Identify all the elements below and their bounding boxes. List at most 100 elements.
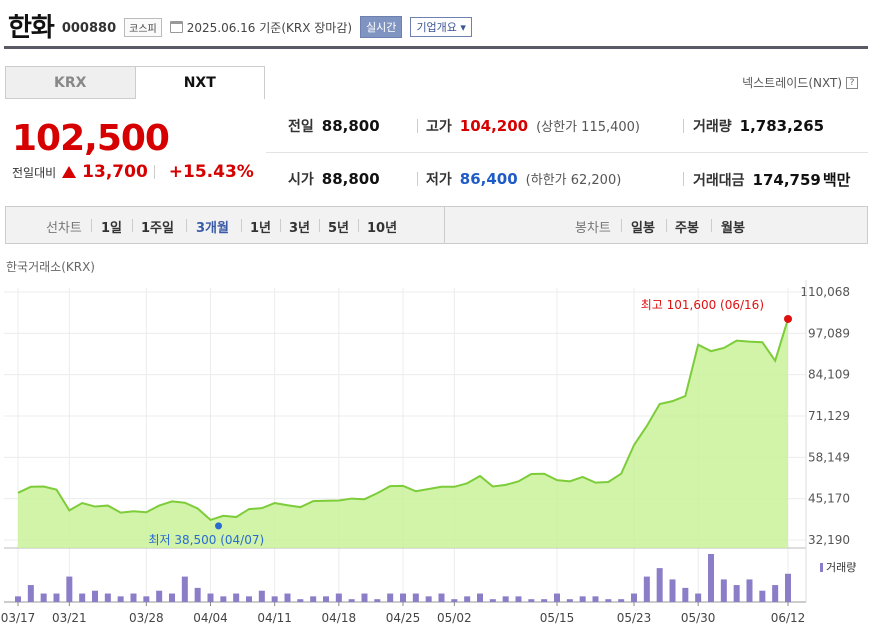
volume-bar <box>92 590 98 602</box>
volume-bar <box>669 579 676 602</box>
volume-bar <box>104 593 111 602</box>
current-price: 102,500 <box>12 118 170 159</box>
candle-daily[interactable]: 일봉 <box>631 221 655 236</box>
nxt-link[interactable]: 넥스트레이드(NXT) ? <box>742 74 858 91</box>
candle-monthly[interactable]: 월봉 <box>721 221 745 236</box>
tab-nxt[interactable]: NXT <box>135 66 265 99</box>
period-3y[interactable]: 3년 <box>289 221 311 236</box>
stat-low: 저가 86,400 (하한가 62,200) <box>426 169 621 189</box>
volume-bar <box>438 593 445 602</box>
volume-bar <box>554 593 560 602</box>
y-tick-label: 45,170 <box>808 492 850 506</box>
divider <box>444 207 445 243</box>
company-overview-button[interactable]: 기업개요 ▾ <box>410 17 472 37</box>
period-5y[interactable]: 5년 <box>328 221 350 236</box>
stat-value: 88,800 <box>321 170 380 188</box>
candle-weekly[interactable]: 주봉 <box>675 221 699 236</box>
stat-unit: 백만 <box>822 171 851 189</box>
price-chart: 110,068 97,089 84,109 71,129 58,149 45,170 32,… <box>1 280 856 625</box>
volume-bar <box>207 593 214 602</box>
volume-bar <box>156 590 163 602</box>
volume-bar <box>400 593 406 602</box>
date-text: 2025.06.16 기준(KRX 장마감) <box>186 20 353 35</box>
volume-bar <box>169 593 175 602</box>
volume-bar <box>695 593 702 602</box>
divider <box>280 219 281 232</box>
stat-volume: 거래량 1,783,265 <box>693 116 824 136</box>
volume-bar <box>515 596 522 602</box>
period-bar: 선차트 1일 1주일 3개월 1년 3년 5년 10년 봉차트 일봉 주봉 월봉 <box>5 206 868 244</box>
volume-bar <box>477 593 483 602</box>
volume-bar <box>40 593 47 602</box>
volume-bar <box>233 593 240 602</box>
volume-bar <box>130 593 137 602</box>
volume-bar <box>631 593 637 602</box>
divider <box>711 219 712 232</box>
divider <box>186 219 187 232</box>
volume-bar <box>451 599 458 602</box>
candle-chart-label: 봉차트 <box>575 221 611 236</box>
volume-bar <box>361 593 368 602</box>
low-label: 최저 38,500 (04/07) <box>149 533 265 547</box>
stock-name: 한화 <box>8 12 55 43</box>
divider <box>91 219 92 232</box>
volume-bar <box>746 579 753 602</box>
x-tick-label: 04/18 <box>322 611 357 625</box>
change-value: 13,700 <box>82 162 148 182</box>
stat-prev-close: 전일 88,800 <box>288 116 380 136</box>
calendar-icon <box>169 21 183 33</box>
volume-bar <box>258 590 265 602</box>
stock-code: 000880 <box>61 20 117 36</box>
volume-legend-label: 거래량 <box>826 561 856 574</box>
volume-bar <box>348 599 355 602</box>
period-1d[interactable]: 1일 <box>101 221 123 236</box>
volume-bar <box>489 599 496 602</box>
volume-bar <box>733 585 740 602</box>
divider <box>683 172 684 186</box>
divider <box>417 119 418 133</box>
divider <box>132 219 133 232</box>
low-marker <box>215 522 222 530</box>
stat-value: 1,783,265 <box>739 117 825 135</box>
volume-bar <box>772 585 779 602</box>
volume-bar <box>181 576 188 602</box>
volume-bar <box>785 573 791 602</box>
volume-bar <box>220 596 227 602</box>
volume-bar <box>335 593 342 602</box>
stat-label: 전일 <box>288 119 314 135</box>
volume-legend-swatch <box>820 563 823 572</box>
period-10y[interactable]: 10년 <box>367 221 398 236</box>
volume-bar <box>579 596 586 602</box>
divider <box>621 219 622 232</box>
realtime-button[interactable]: 실시간 <box>360 16 403 38</box>
stat-label: 거래대금 <box>693 173 745 189</box>
exchange-tabs: KRX NXT <box>5 66 265 99</box>
divider <box>417 172 418 186</box>
help-icon[interactable]: ? <box>846 76 858 89</box>
period-1y[interactable]: 1년 <box>250 221 272 236</box>
price-area <box>18 318 788 548</box>
y-tick-label: 71,129 <box>808 409 850 423</box>
tab-krx[interactable]: KRX <box>5 66 136 99</box>
high-label: 최고 101,600 (06/16) <box>641 298 764 312</box>
stock-header: 한화 000880 코스피 2025.06.16 기준(KRX 장마감) 실시간… <box>8 8 472 43</box>
divider <box>241 219 242 232</box>
header-divider <box>4 46 868 49</box>
y-tick-label: 110,068 <box>800 285 850 299</box>
period-3m[interactable]: 3개월 <box>196 221 229 236</box>
stat-label: 시가 <box>288 172 314 188</box>
volume-bar <box>271 596 278 602</box>
volume-bar <box>143 596 150 602</box>
stat-value: 88,800 <box>321 117 380 135</box>
x-tick-label: 03/17 <box>1 611 36 625</box>
volume-bar <box>759 590 766 602</box>
stat-label: 저가 <box>426 172 452 188</box>
change-percent: +15.43% <box>168 162 254 182</box>
y-tick-label: 32,190 <box>808 533 850 547</box>
line-chart-label: 선차트 <box>46 221 82 236</box>
stat-high: 고가 104,200 (상한가 115,400) <box>426 116 640 136</box>
volume-bar <box>284 593 291 602</box>
period-1w[interactable]: 1주일 <box>141 221 174 236</box>
x-tick-label: 05/23 <box>617 611 652 625</box>
volume-bar <box>323 596 329 602</box>
